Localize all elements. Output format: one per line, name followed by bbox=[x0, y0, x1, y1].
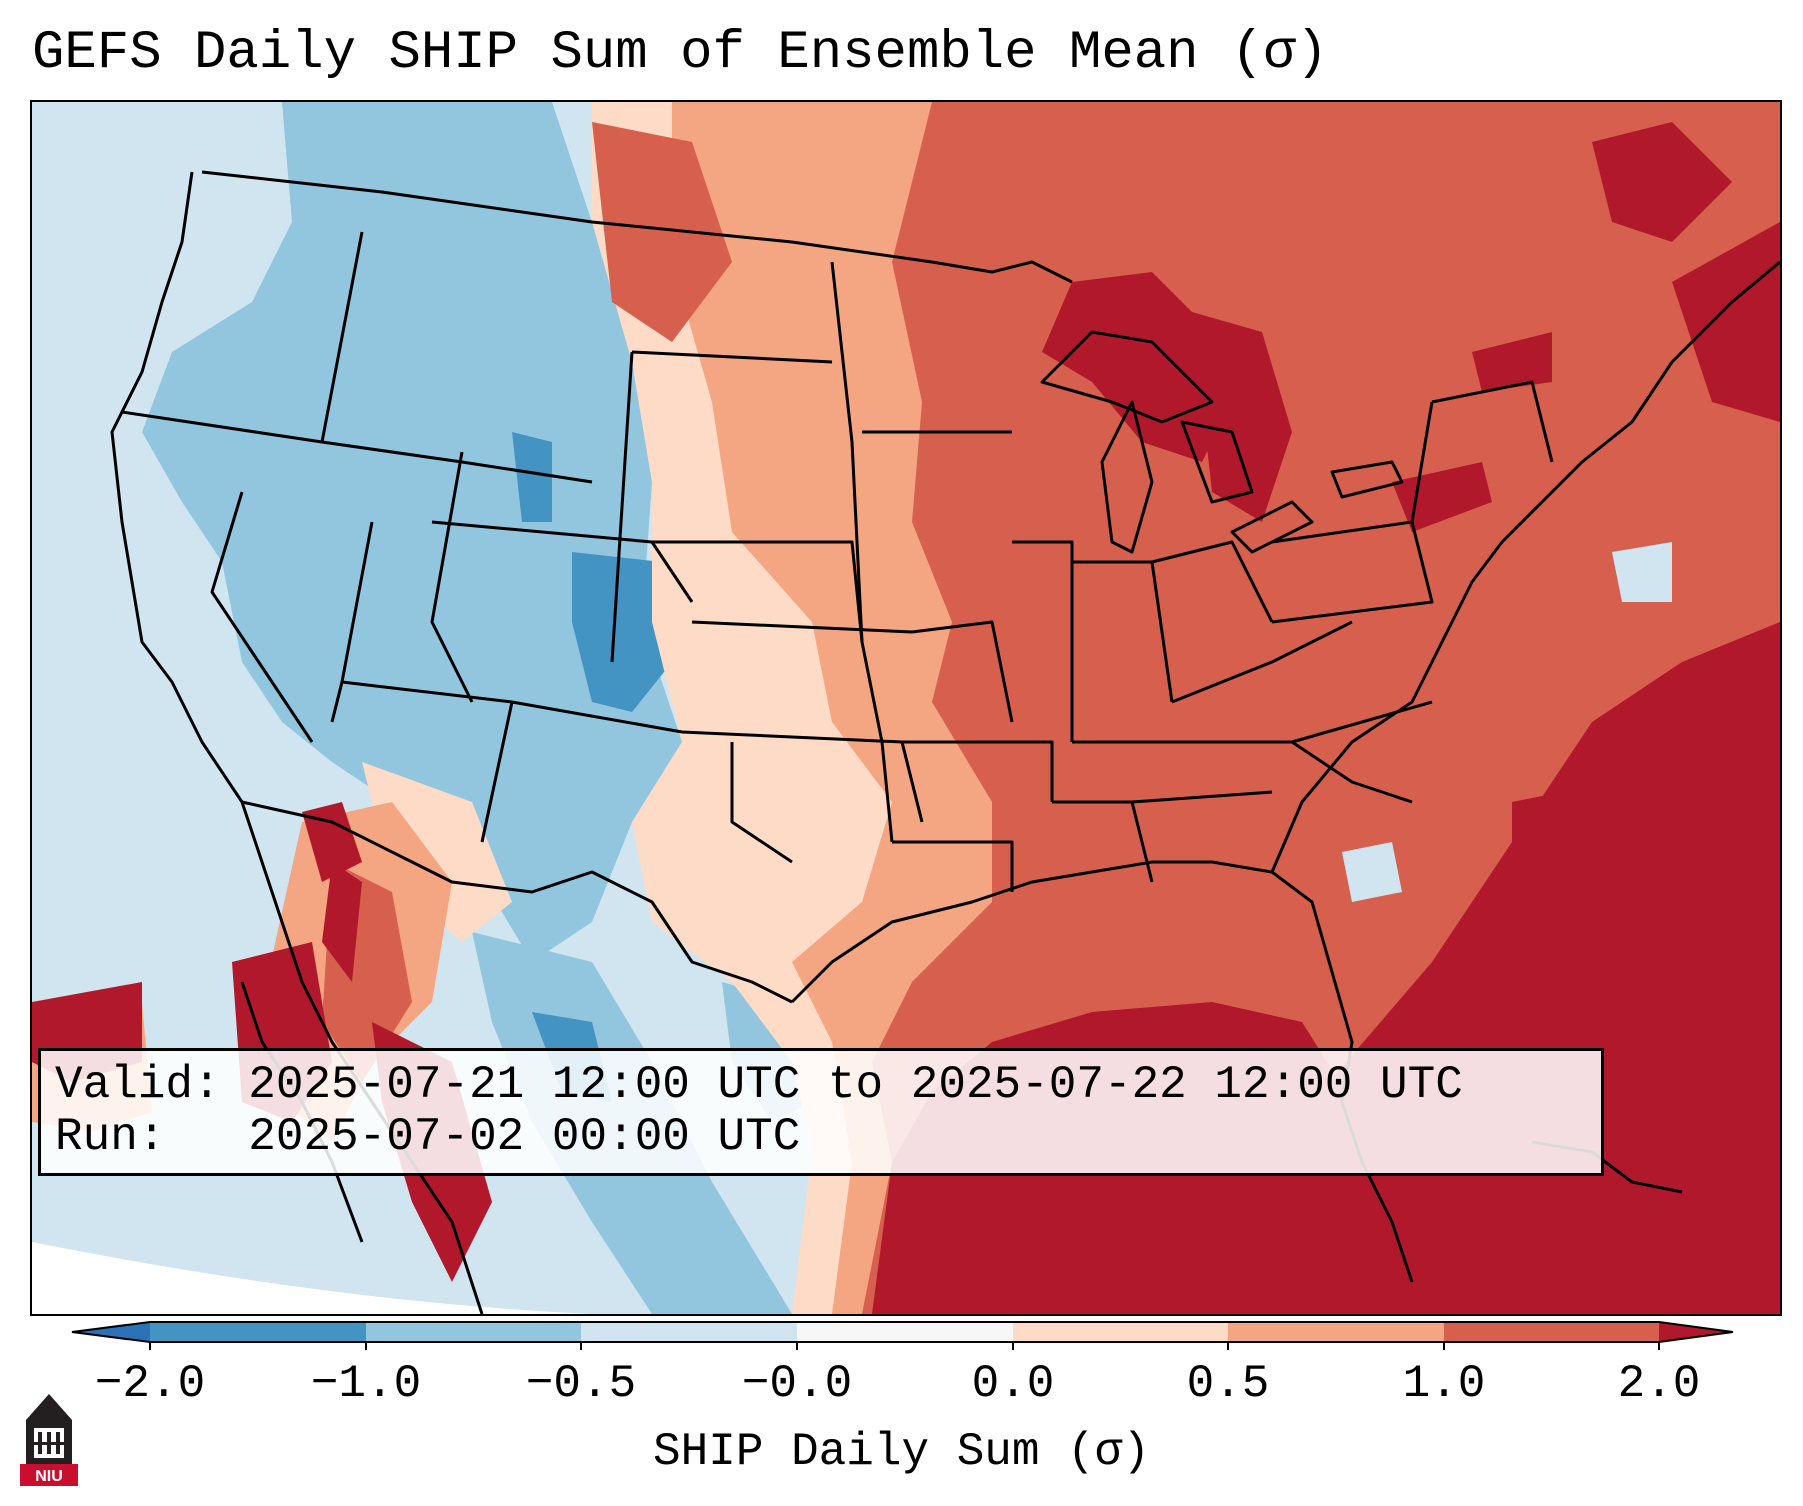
colorbar bbox=[71, 1321, 1734, 1350]
run-time-line: Run: 2025-07-02 00:00 UTC bbox=[55, 1111, 801, 1163]
colorbar-extend-low bbox=[72, 1322, 150, 1342]
colorbar-tick-label: 2.0 bbox=[1617, 1358, 1701, 1410]
colorbar-segment bbox=[1444, 1322, 1659, 1342]
colorbar-segment bbox=[150, 1322, 366, 1342]
colorbar-tick-label: 0.5 bbox=[1186, 1358, 1270, 1410]
projection-edge-bottom-left bbox=[32, 1242, 592, 1314]
logo-text: NIU bbox=[35, 1468, 63, 1485]
valid-run-info-box: Valid: 2025-07-21 12:00 UTC to 2025-07-2… bbox=[38, 1048, 1604, 1176]
colorbar-tick-label: −2.0 bbox=[94, 1358, 206, 1410]
boundaries bbox=[110, 170, 1780, 1314]
colorbar-tick-label: −1.0 bbox=[310, 1358, 422, 1410]
colorbar-tick-label: 1.0 bbox=[1402, 1358, 1486, 1410]
colorbar-extend-high bbox=[1659, 1322, 1733, 1342]
niu-tower-logo-icon: NIU bbox=[20, 1394, 78, 1486]
colorbar-segment bbox=[366, 1322, 581, 1342]
colorbar-label: SHIP Daily Sum (σ) bbox=[653, 1426, 1150, 1478]
colorbar-segment bbox=[797, 1322, 1013, 1342]
colorbar-segment bbox=[1013, 1322, 1228, 1342]
colorbar-tick-labels: −2.0 −1.0 −0.5 −0.0 0.0 0.5 1.0 2.0 bbox=[0, 1358, 1803, 1418]
field-strong-negative bbox=[512, 432, 672, 1102]
colorbar-tick-label: 0.0 bbox=[971, 1358, 1055, 1410]
colorbar-segment bbox=[1228, 1322, 1444, 1342]
colorbar-tick-label: −0.0 bbox=[741, 1358, 853, 1410]
colorbar-segment bbox=[581, 1322, 797, 1342]
colorbar-tick-label: −0.5 bbox=[525, 1358, 637, 1410]
chart-title: GEFS Daily SHIP Sum of Ensemble Mean (σ) bbox=[32, 23, 1329, 84]
field-near-zero-patches bbox=[1342, 542, 1672, 902]
valid-time-line: Valid: 2025-07-21 12:00 UTC to 2025-07-2… bbox=[55, 1059, 1463, 1111]
